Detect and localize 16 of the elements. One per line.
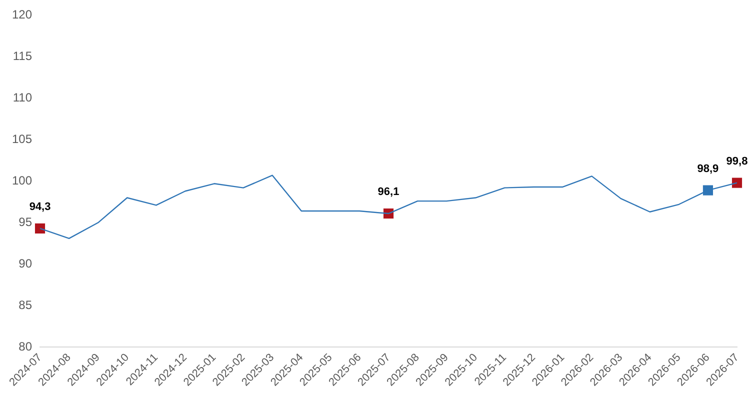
point — [702, 184, 714, 196]
y-tick-label: 115 — [12, 49, 32, 64]
y-tick-label: 85 — [18, 298, 32, 312]
y-tick-label: 120 — [12, 8, 32, 22]
y-tick-label: 90 — [18, 256, 32, 270]
y-tick-label: 80 — [18, 339, 32, 354]
data-label: 99,8 — [726, 155, 748, 168]
data-label: 94,3 — [29, 200, 51, 213]
point — [34, 222, 46, 234]
data-label: 98,9 — [697, 162, 719, 175]
point — [731, 177, 743, 188]
y-tick-label: 110 — [12, 90, 32, 104]
y-tick-label: 100 — [12, 173, 32, 188]
y-tick-label: 95 — [18, 214, 32, 229]
y-tick-label: 105 — [12, 132, 32, 146]
data-label: 96,1 — [378, 186, 400, 198]
